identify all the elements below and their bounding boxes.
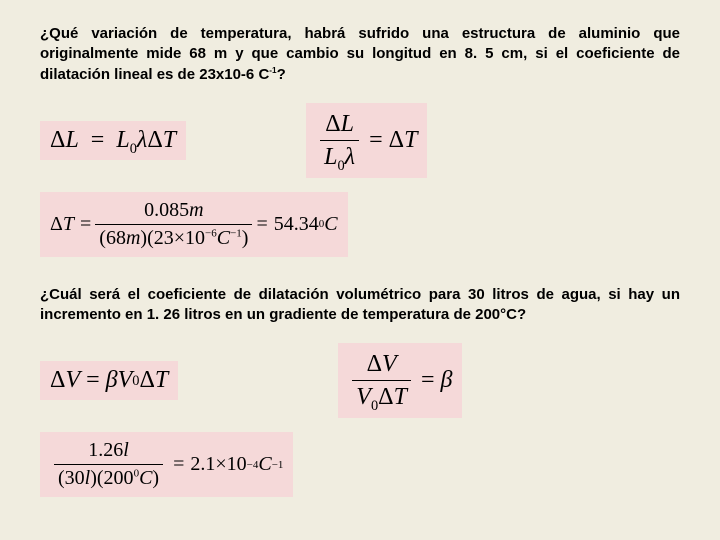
t: m [126, 227, 140, 249]
eq-box-2: ΔT = 0.085m (68m)(23×10−6C−1) = 54.340C [40, 192, 348, 257]
t: 0 [337, 158, 344, 174]
t: T [163, 127, 176, 153]
eq-box-3b: ΔV V0ΔT = β [338, 343, 462, 418]
eq-box-4: 1.26l (30l)(2000C) = 2.1×10−4C−1 [40, 432, 293, 497]
t: 54.34 [274, 213, 319, 236]
t: T [404, 127, 417, 154]
equation-row-1: ΔL = L0λΔT ΔL L0λ = ΔT [40, 103, 680, 178]
t: T [63, 213, 74, 236]
t: 2.1×10 [190, 453, 246, 476]
t: C [324, 213, 337, 236]
t: T [394, 384, 407, 410]
t: −6 [205, 227, 217, 239]
t: T [155, 367, 168, 394]
t: Δ [50, 213, 63, 236]
t: −1 [230, 227, 242, 239]
t: 0 [130, 141, 137, 157]
equation-row-3: ΔV = βV0ΔT ΔV V0ΔT = β [40, 343, 680, 418]
t: = [91, 127, 105, 153]
t: Δ [50, 367, 65, 394]
q1-text: ¿Qué variación de temperatura, habrá suf… [40, 25, 680, 83]
t: C [139, 467, 152, 489]
t: = [80, 213, 91, 236]
t: λ [137, 127, 147, 153]
t: ) [152, 467, 159, 489]
t: Δ [367, 351, 382, 377]
t: V [382, 351, 397, 377]
t: V [356, 384, 371, 410]
t: )(23×10 [140, 227, 205, 249]
t: m [189, 199, 203, 221]
t: Δ [139, 367, 154, 394]
t: β [106, 367, 118, 394]
t: β [441, 367, 453, 394]
t: = [86, 367, 100, 394]
q1-sup: -1 [269, 66, 276, 75]
equation-row-4: 1.26l (30l)(2000C) = 2.1×10−4C−1 [40, 432, 680, 497]
t: L [116, 127, 129, 153]
question-1: ¿Qué variación de temperatura, habrá suf… [40, 24, 680, 85]
t: Δ [147, 127, 162, 153]
t: (68 [99, 227, 126, 249]
equation-row-2: ΔT = 0.085m (68m)(23×10−6C−1) = 54.340C [40, 192, 680, 257]
q2-text: ¿Cuál será el coeficiente de dilatación … [40, 286, 680, 323]
t: L [324, 144, 337, 170]
eq-box-3a: ΔV = βV0ΔT [40, 361, 178, 400]
frac-4: 1.26l (30l)(2000C) [54, 438, 163, 491]
t: V [118, 367, 133, 394]
t: λ [345, 144, 355, 170]
eq1a-part: ΔL = L0λΔT [50, 127, 176, 154]
t: L [341, 111, 354, 137]
frac-2: 0.085m (68m)(23×10−6C−1) [95, 198, 252, 251]
t: Δ [50, 127, 65, 153]
t: = [256, 213, 267, 236]
t: 0.085 [144, 199, 189, 221]
t: C [258, 453, 271, 476]
t: L [65, 127, 78, 153]
t: V [65, 367, 80, 394]
frac-3b: ΔV V0ΔT [352, 349, 411, 412]
t: l [123, 439, 129, 461]
t: = [421, 367, 435, 394]
t: = [173, 453, 184, 476]
t: Δ [389, 127, 404, 154]
t: Δ [325, 111, 340, 137]
question-2: ¿Cuál será el coeficiente de dilatación … [40, 285, 680, 326]
t: 1.26 [88, 439, 123, 461]
t: Δ [378, 384, 393, 410]
eq-box-1b: ΔL L0λ = ΔT [306, 103, 427, 178]
t: C [217, 227, 230, 249]
q1-tail: ? [277, 66, 286, 83]
t: )(200 [90, 467, 133, 489]
t: ) [242, 227, 249, 249]
t: = [369, 127, 383, 154]
t: (30 [58, 467, 85, 489]
eq-box-1a: ΔL = L0λΔT [40, 121, 186, 160]
frac-1b: ΔL L0λ [320, 109, 359, 172]
